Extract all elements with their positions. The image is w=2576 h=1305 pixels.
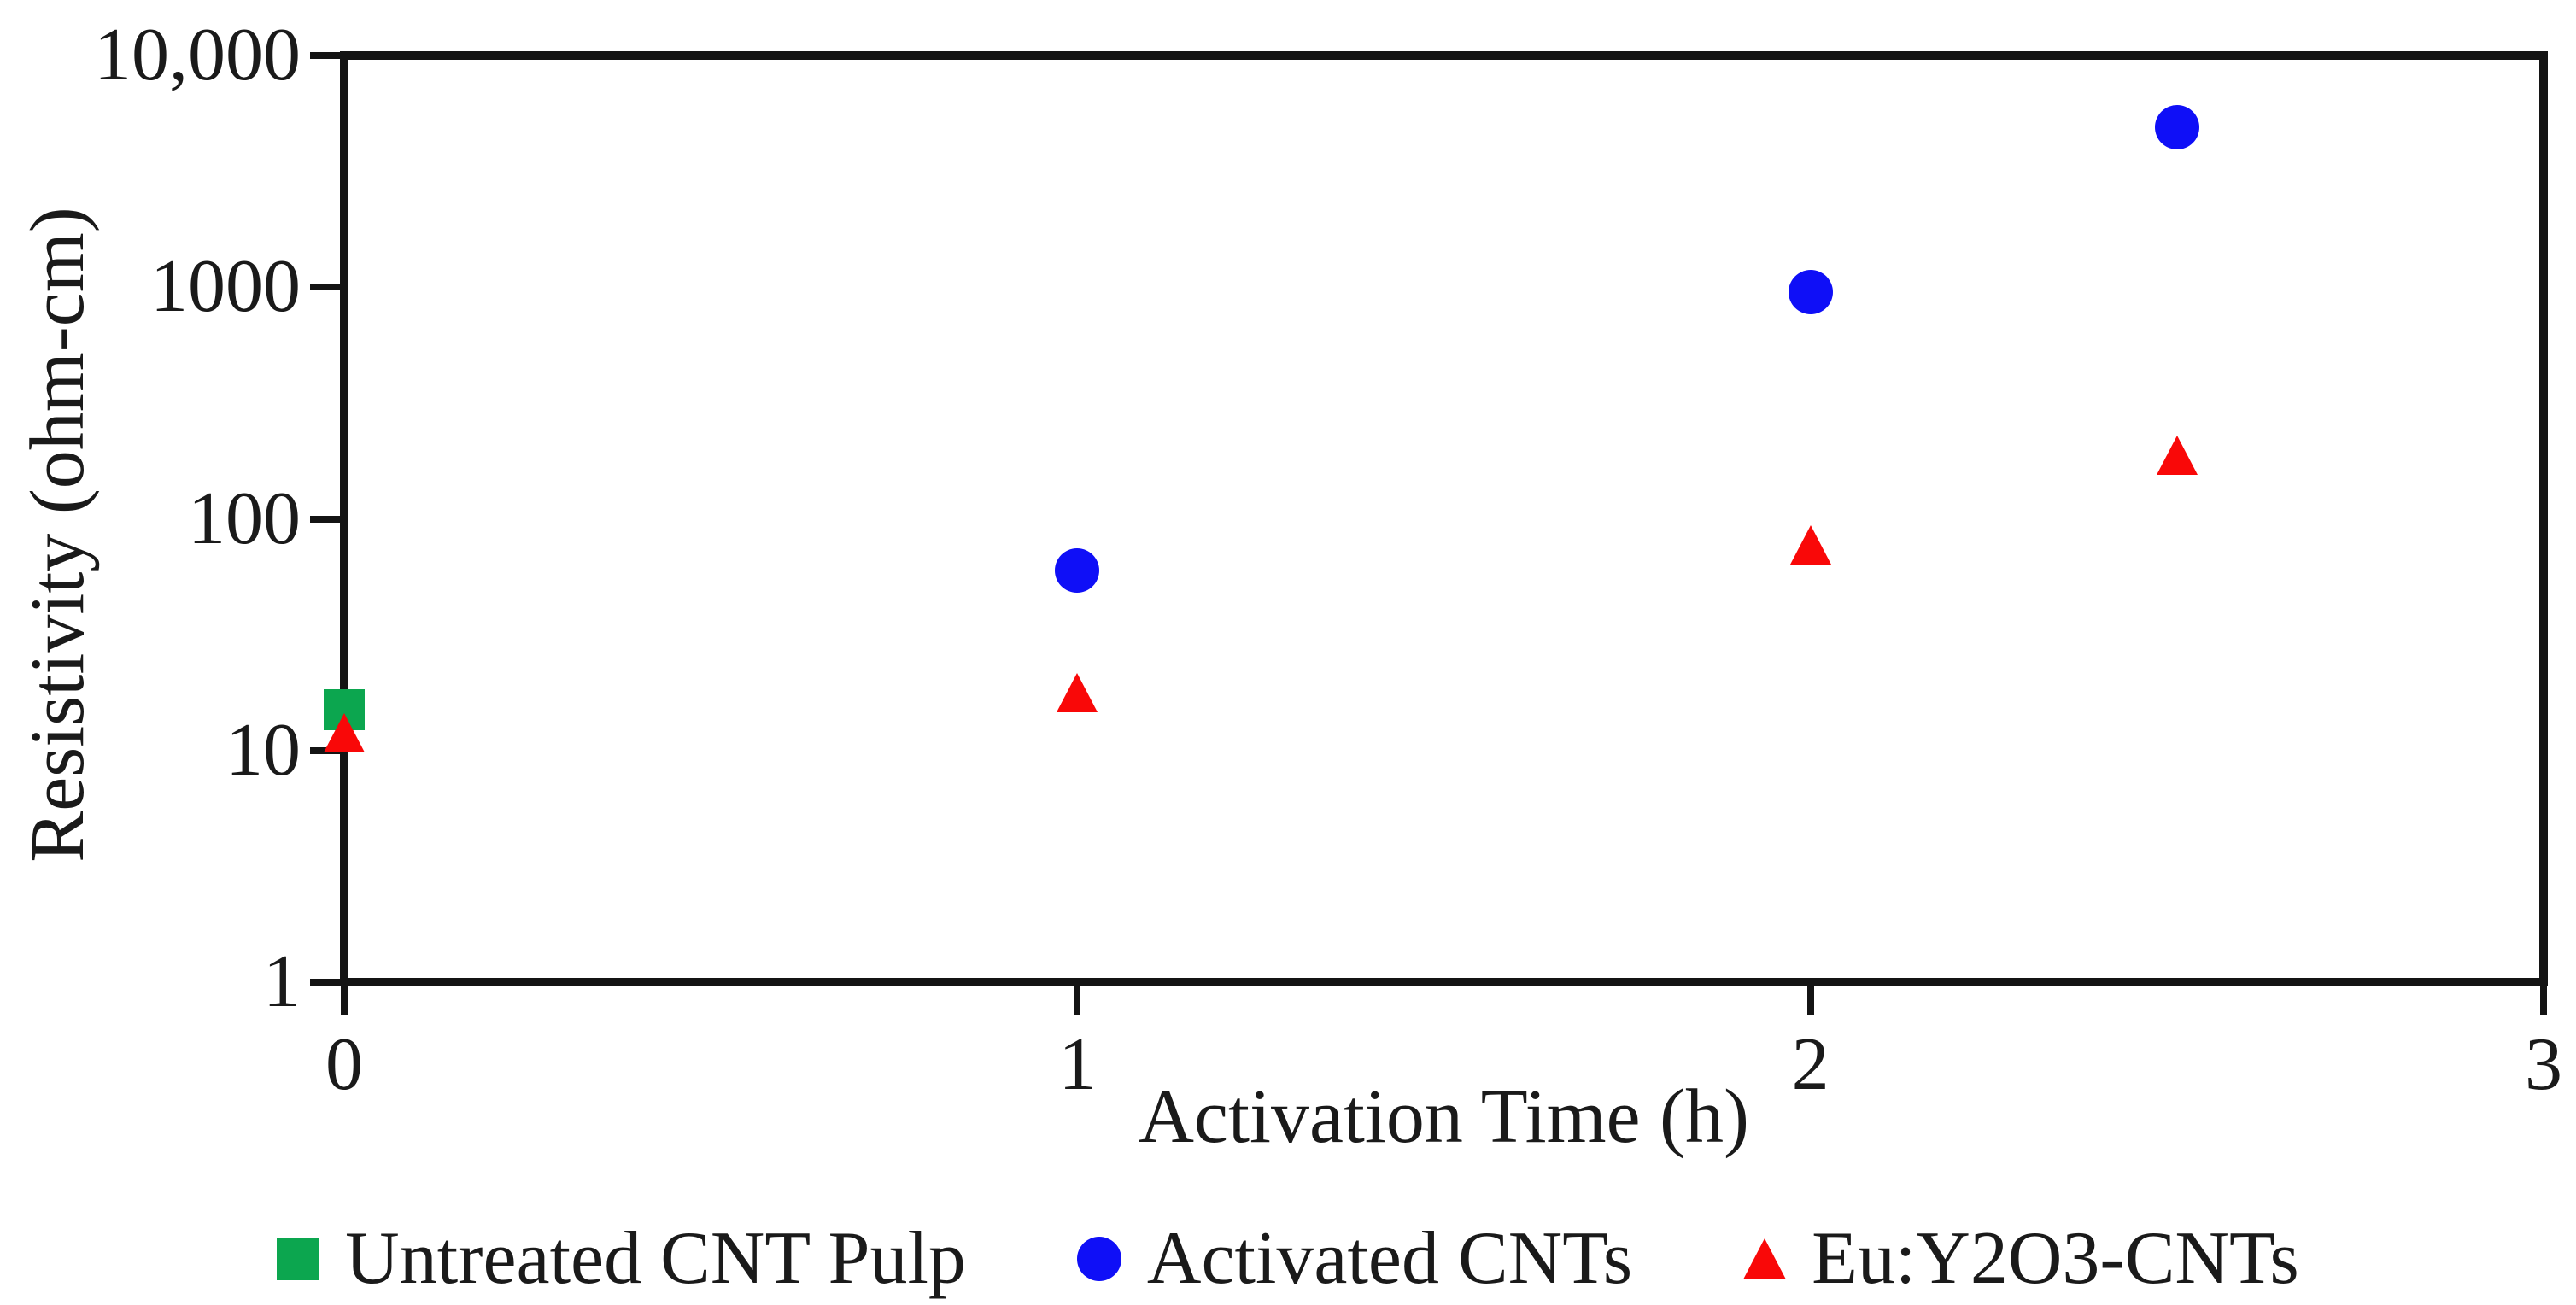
legend-item: Eu:Y2O3-CNTs: [1743, 1213, 2299, 1305]
y-axis-title: Resistivity (ohm-cm): [15, 207, 100, 863]
x-axis-tick: [2540, 982, 2547, 1015]
x-axis-tick: [1074, 982, 1081, 1015]
y-axis-tick-label: 1: [263, 940, 301, 1023]
legend-circle-icon: [1076, 1237, 1121, 1281]
legend-label: Activated CNTs: [1146, 1217, 1633, 1300]
y-axis-tick: [310, 52, 344, 59]
data-point-triangle: [324, 713, 365, 753]
data-point-triangle: [2156, 435, 2198, 475]
x-axis-tick-label: 0: [325, 1023, 363, 1106]
y-axis-tick: [310, 284, 344, 291]
legend-square-icon: [277, 1238, 320, 1280]
plot-area-frame: [340, 51, 2548, 986]
y-axis-tick-label: 10,000: [94, 14, 301, 97]
legend-label: Eu:Y2O3-CNTs: [1812, 1217, 2299, 1300]
x-axis-tick-label: 1: [1058, 1023, 1097, 1106]
chart-legend: Untreated CNT Pulp Activated CNTs Eu:Y2O3-…: [0, 1213, 2576, 1305]
x-axis-tick: [341, 982, 348, 1015]
x-axis-title: Activation Time (h): [1139, 1074, 1749, 1159]
y-axis-tick-label: 10: [225, 708, 301, 792]
x-axis-tick-label: 2: [1791, 1023, 1830, 1106]
data-point-circle: [1055, 547, 1100, 593]
legend-item: Activated CNTs: [1076, 1213, 1633, 1305]
x-axis-tick-label: 3: [2525, 1023, 2562, 1106]
y-axis-tick: [310, 979, 344, 986]
data-point-circle: [1788, 270, 1833, 315]
legend-label: Untreated CNT Pulp: [345, 1217, 966, 1300]
data-point-triangle: [1057, 672, 1098, 712]
data-point-triangle: [1789, 524, 1831, 565]
legend-item: Untreated CNT Pulp: [277, 1213, 966, 1305]
legend-triangle-icon: [1743, 1238, 1787, 1279]
y-axis-tick: [310, 515, 344, 523]
data-point-circle: [2154, 105, 2199, 150]
y-axis-tick-label: 1000: [150, 245, 301, 329]
y-axis-tick-label: 100: [188, 477, 301, 560]
x-axis-tick: [1806, 982, 1814, 1015]
